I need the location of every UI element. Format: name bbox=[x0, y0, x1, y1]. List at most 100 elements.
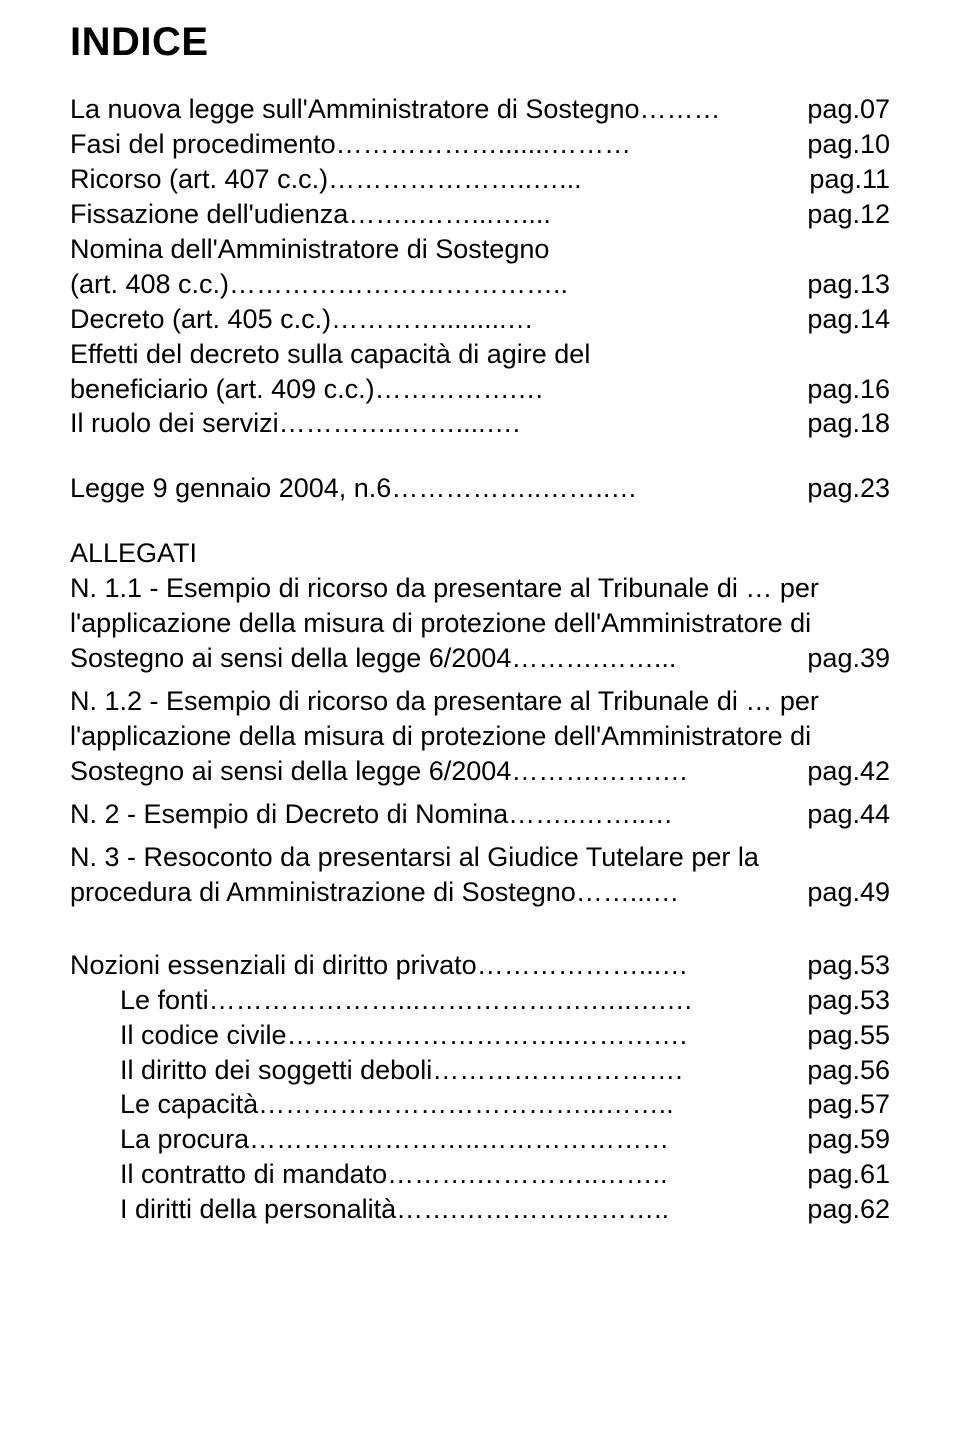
toc-page: pag.39 bbox=[807, 642, 890, 675]
spacer bbox=[70, 507, 890, 537]
toc-leader: ………………………………...…….. bbox=[258, 1088, 805, 1121]
toc-entry: N. 1.2 - Esempio di ricorso da presentar… bbox=[70, 685, 890, 718]
toc-page: pag.53 bbox=[807, 949, 890, 982]
toc-entry-text: Fissazione dell'udienza bbox=[70, 198, 348, 231]
toc-page: pag.49 bbox=[807, 876, 890, 909]
toc-entry: procedura di Amministrazione di Sostegno… bbox=[70, 876, 890, 909]
toc-entry: I diritti della personalità…….………….………..… bbox=[70, 1193, 890, 1226]
toc-entry: Effetti del decreto sulla capacità di ag… bbox=[70, 338, 890, 371]
toc-entry: Legge 9 gennaio 2004, n.6……………..……..…pag… bbox=[70, 472, 890, 505]
toc-page: pag.07 bbox=[807, 93, 890, 126]
toc-entry: (art. 408 c.c.)………………………………..pag.13 bbox=[70, 268, 890, 301]
toc-entry-text: N. 2 - Esempio di Decreto di Nomina bbox=[70, 798, 508, 831]
toc-leader: …………………..…... bbox=[328, 163, 807, 196]
toc-container: La nuova legge sull'Amministratore di So… bbox=[70, 93, 890, 1226]
toc-entry: Il codice civile…………………………..………….pag.55 bbox=[70, 1019, 890, 1052]
toc-leader: ……….…….… bbox=[511, 755, 805, 788]
toc-entry-text: Fasi del procedimento bbox=[70, 128, 336, 161]
toc-entry: l'applicazione della misura di protezion… bbox=[70, 720, 890, 753]
toc-page: pag.13 bbox=[807, 268, 890, 301]
spacer bbox=[70, 911, 890, 949]
toc-entry-text: l'applicazione della misura di protezion… bbox=[70, 721, 811, 751]
toc-entry: Le fonti…………………...……………….…..….…pag.53 bbox=[70, 984, 890, 1017]
toc-entry: Il diritto dei soggetti deboli……………………….… bbox=[70, 1054, 890, 1087]
toc-page: pag.59 bbox=[807, 1123, 890, 1156]
toc-entry: Fasi del procedimento……………….......………pag… bbox=[70, 128, 890, 161]
toc-entry-text: Effetti del decreto sulla capacità di ag… bbox=[70, 339, 590, 369]
toc-leader: ……..……..… bbox=[508, 798, 805, 831]
toc-page: pag.10 bbox=[807, 128, 890, 161]
toc-entry-text: La nuova legge sull'Amministratore di So… bbox=[70, 93, 639, 126]
toc-entry-text: Nozioni essenziali di diritto privato bbox=[70, 949, 477, 982]
toc-entry: Nozioni essenziali di diritto privato………… bbox=[70, 949, 890, 982]
toc-entry-text: Il codice civile bbox=[120, 1019, 287, 1052]
toc-page: pag.61 bbox=[807, 1158, 890, 1191]
toc-entry-text: Legge 9 gennaio 2004, n.6 bbox=[70, 472, 391, 505]
toc-leader: ……….…………..…….. bbox=[387, 1158, 805, 1191]
toc-entry: La procura……………………..…………………pag.59 bbox=[70, 1123, 890, 1156]
toc-page: pag.56 bbox=[807, 1054, 890, 1087]
toc-entry-text: l'applicazione della misura di protezion… bbox=[70, 608, 811, 638]
toc-entry-text: ALLEGATI bbox=[70, 538, 197, 568]
toc-page: pag.57 bbox=[807, 1088, 890, 1121]
toc-entry-text: Le capacità bbox=[120, 1088, 258, 1121]
page-title: INDICE bbox=[70, 20, 890, 65]
toc-entry: Sostegno ai sensi della legge 6/2004……….… bbox=[70, 755, 890, 788]
toc-entry: Il contratto di mandato……….…………..……..pag… bbox=[70, 1158, 890, 1191]
toc-leader: ………………………. bbox=[432, 1054, 805, 1087]
toc-entry-text: Sostegno ai sensi della legge 6/2004 bbox=[70, 642, 511, 675]
toc-entry: ALLEGATI bbox=[70, 537, 890, 570]
toc-leader: …….………….……….. bbox=[396, 1193, 805, 1226]
toc-entry: N. 1.1 - Esempio di ricorso da presentar… bbox=[70, 572, 890, 605]
toc-entry-text: N. 3 - Resoconto da presentarsi al Giudi… bbox=[70, 842, 759, 872]
toc-page: pag.16 bbox=[807, 373, 890, 406]
toc-entry: La nuova legge sull'Amministratore di So… bbox=[70, 93, 890, 126]
spacer bbox=[70, 677, 890, 685]
toc-leader: ………………...… bbox=[477, 949, 806, 982]
toc-page: pag.44 bbox=[807, 798, 890, 831]
toc-entry-text: I diritti della personalità bbox=[120, 1193, 396, 1226]
toc-entry-text: Ricorso (art. 407 c.c.) bbox=[70, 163, 328, 196]
toc-page: pag.62 bbox=[807, 1193, 890, 1226]
toc-leader: ……………………..………………… bbox=[249, 1123, 805, 1156]
toc-entry-text: Il diritto dei soggetti deboli bbox=[120, 1054, 432, 1087]
toc-entry: Nomina dell'Amministratore di Sostegno bbox=[70, 233, 890, 266]
spacer bbox=[70, 833, 890, 841]
toc-page: pag.14 bbox=[807, 303, 890, 336]
toc-entry-text: Nomina dell'Amministratore di Sostegno bbox=[70, 234, 549, 264]
toc-entry-text: Decreto (art. 405 c.c.) bbox=[70, 303, 331, 336]
toc-page: pag.18 bbox=[807, 407, 890, 440]
toc-entry-text: (art. 408 c.c.) bbox=[70, 268, 229, 301]
toc-leader: ……………….......……… bbox=[336, 128, 806, 161]
toc-entry-text: N. 1.2 - Esempio di ricorso da presentar… bbox=[70, 686, 819, 716]
toc-entry: Le capacità………………………………...……..pag.57 bbox=[70, 1088, 890, 1121]
toc-leader: …………..……....…. bbox=[279, 407, 806, 440]
spacer bbox=[70, 442, 890, 472]
toc-page: pag.55 bbox=[807, 1019, 890, 1052]
toc-entry-text: Sostegno ai sensi della legge 6/2004 bbox=[70, 755, 511, 788]
toc-entry-text: N. 1.1 - Esempio di ricorso da presentar… bbox=[70, 573, 819, 603]
toc-entry-text: Il ruolo dei servizi bbox=[70, 407, 279, 440]
toc-leader: ……………..……..… bbox=[391, 472, 805, 505]
toc-leader: …………….… bbox=[375, 373, 806, 406]
toc-leader: ……….……... bbox=[511, 642, 805, 675]
toc-entry-text: beneficiario (art. 409 c.c.) bbox=[70, 373, 375, 406]
toc-leader: ……...… bbox=[576, 876, 806, 909]
toc-page: pag.53 bbox=[807, 984, 890, 1017]
toc-entry-text: Le fonti bbox=[120, 984, 209, 1017]
toc-entry: Il ruolo dei servizi…………..……....….pag.18 bbox=[70, 407, 890, 440]
toc-entry-text: procedura di Amministrazione di Sostegno bbox=[70, 876, 576, 909]
toc-entry: N. 2 - Esempio di Decreto di Nomina……..…… bbox=[70, 798, 890, 831]
toc-entry: Fissazione dell'udienza……..……...…....pag… bbox=[70, 198, 890, 231]
toc-entry: l'applicazione della misura di protezion… bbox=[70, 607, 890, 640]
toc-page: pag.42 bbox=[807, 755, 890, 788]
toc-leader: ………….........… bbox=[331, 303, 805, 336]
toc-leader: …………………...……………….…..….… bbox=[209, 984, 806, 1017]
toc-leader: ……… bbox=[639, 93, 805, 126]
toc-page: pag.12 bbox=[807, 198, 890, 231]
toc-page: pag.11 bbox=[809, 163, 890, 196]
toc-entry: Decreto (art. 405 c.c.)………….........…pag… bbox=[70, 303, 890, 336]
toc-entry-text: La procura bbox=[120, 1123, 249, 1156]
toc-entry: Sostegno ai sensi della legge 6/2004……….… bbox=[70, 642, 890, 675]
toc-entry: Ricorso (art. 407 c.c.)…………………..…...pag.… bbox=[70, 163, 890, 196]
